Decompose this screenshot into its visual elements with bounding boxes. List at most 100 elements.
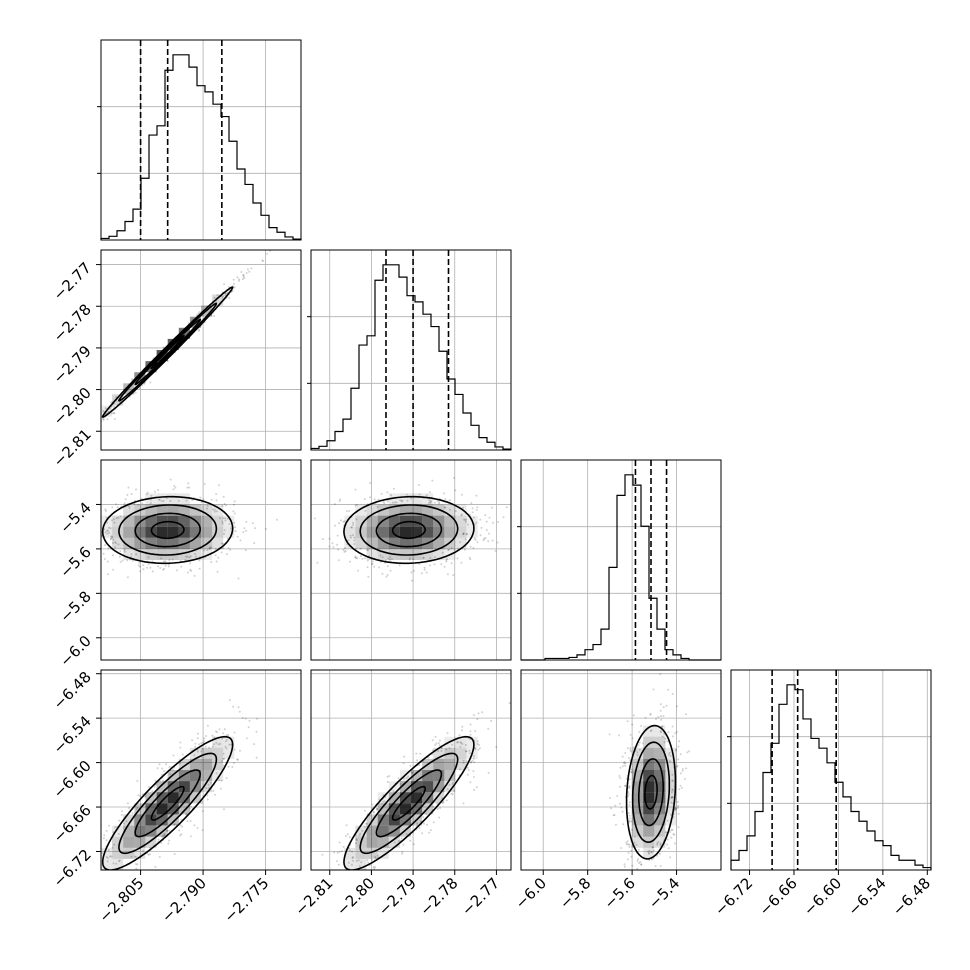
sample-point (219, 517, 221, 520)
sample-point (428, 499, 431, 502)
sample-point (225, 747, 228, 750)
sample-point (98, 533, 100, 535)
sample-point (112, 568, 115, 571)
sample-point (99, 511, 101, 513)
sample-point (248, 719, 251, 722)
density-cell (388, 836, 400, 848)
sample-point (191, 739, 194, 742)
sample-point (627, 786, 630, 789)
sample-point (476, 541, 479, 544)
sample-point (350, 526, 353, 529)
sample-point (341, 883, 343, 885)
sample-point (659, 703, 662, 706)
sample-point (669, 760, 671, 763)
sample-point (241, 278, 244, 281)
sample-point (95, 424, 97, 426)
scatter-body-3-2 (521, 670, 721, 875)
density-cell (112, 847, 124, 859)
x-tick-label-1-0: −2.81 (291, 874, 336, 919)
sample-point (92, 525, 94, 527)
sample-point (670, 796, 673, 799)
sample-point (134, 391, 137, 394)
sample-point (197, 312, 200, 315)
density-cell (422, 493, 434, 505)
sample-point (216, 570, 219, 573)
sample-point (113, 418, 116, 420)
sample-point (624, 784, 627, 787)
sample-point (662, 715, 665, 717)
density-cell (388, 515, 400, 527)
sample-point (419, 752, 422, 755)
sample-point (609, 797, 611, 800)
sample-point (250, 267, 253, 270)
sample-point (354, 504, 357, 507)
sample-point (402, 762, 405, 765)
sample-point (236, 758, 239, 761)
sample-point (172, 488, 175, 491)
sample-point (638, 731, 641, 734)
sample-point (630, 771, 633, 774)
sample-point (619, 873, 621, 875)
sample-point (366, 559, 369, 562)
sample-point (475, 521, 478, 524)
density-cell (399, 493, 411, 505)
sample-point (202, 498, 205, 501)
sample-point (464, 538, 467, 541)
sample-point (343, 520, 346, 523)
sample-point (256, 717, 259, 720)
sample-point (620, 847, 623, 849)
sample-point (203, 737, 206, 740)
sample-point (253, 542, 256, 545)
sample-point (454, 510, 457, 513)
sample-point (388, 558, 391, 561)
sample-point (410, 497, 413, 500)
sample-point (631, 723, 634, 726)
sample-point (472, 770, 475, 773)
sample-point (93, 852, 95, 854)
sample-point (418, 827, 421, 829)
density-cell (134, 825, 146, 837)
sample-point (629, 749, 632, 752)
sample-point (465, 532, 468, 535)
density-cell (632, 770, 644, 782)
density-cell (444, 781, 456, 793)
sample-point (385, 575, 388, 578)
sample-point (221, 295, 224, 298)
sample-point (107, 526, 110, 529)
sample-point (624, 784, 627, 787)
sample-point (628, 785, 631, 788)
sample-point (413, 569, 416, 572)
sample-point (494, 549, 497, 552)
sample-point (667, 731, 670, 734)
sample-point (102, 552, 105, 555)
sample-point (360, 861, 363, 864)
sample-point (166, 829, 169, 832)
sample-point (112, 538, 115, 541)
sample-point (470, 502, 473, 505)
sample-point (158, 763, 161, 766)
sample-point (210, 546, 213, 549)
sample-point (347, 888, 349, 890)
sample-point (393, 841, 396, 844)
sample-point (619, 766, 622, 769)
sample-point (650, 851, 653, 854)
sample-point (470, 760, 473, 763)
y-tick-label-3-1: −6.66 (50, 801, 95, 846)
sample-point (637, 848, 640, 851)
sample-point (671, 789, 674, 792)
contour-2-1-2 (359, 504, 459, 556)
sample-point (162, 568, 165, 571)
density-cell (632, 836, 644, 848)
sample-point (652, 846, 654, 849)
sample-point (149, 853, 151, 856)
sample-point (214, 548, 217, 550)
sample-point (153, 490, 156, 493)
sample-point (233, 286, 236, 289)
sample-point (651, 858, 653, 861)
sample-point (496, 541, 499, 544)
sample-point (348, 849, 351, 852)
sample-point (98, 868, 100, 870)
sample-point (649, 712, 652, 715)
sample-point (214, 554, 217, 557)
density-cell (212, 526, 224, 538)
